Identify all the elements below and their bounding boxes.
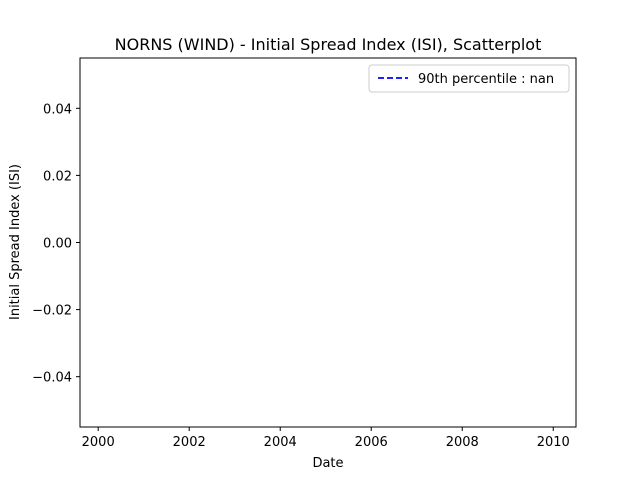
legend-label-90th-percentile: 90th percentile : nan <box>418 72 554 87</box>
x-tick-label: 2004 <box>264 435 297 450</box>
y-tick-label: 0.04 <box>43 102 72 117</box>
y-tick-label: −0.04 <box>32 371 72 386</box>
y-tick-label: 0.02 <box>43 169 72 184</box>
x-tick-label: 2000 <box>82 435 115 450</box>
y-tick-label: 0.00 <box>43 237 72 252</box>
x-tick-label: 2008 <box>446 435 479 450</box>
x-axis: 2000 2002 2004 2006 2008 2010 <box>82 427 570 450</box>
legend-box <box>368 64 570 93</box>
x-tick-label: 2002 <box>173 435 206 450</box>
y-tick-label: −0.02 <box>32 304 72 319</box>
y-axis-label: Initial Spread Index (ISI) <box>8 164 23 320</box>
x-axis-label: Date <box>312 456 343 471</box>
plot-area <box>79 57 577 428</box>
x-tick-label: 2006 <box>355 435 388 450</box>
legend: 90th percentile : nan <box>368 64 570 93</box>
chart-title: NORNS (WIND) - Initial Spread Index (ISI… <box>115 35 542 54</box>
y-axis: 0.04 0.02 0.00 −0.02 −0.04 <box>32 102 80 386</box>
x-tick-label: 2010 <box>537 435 570 450</box>
